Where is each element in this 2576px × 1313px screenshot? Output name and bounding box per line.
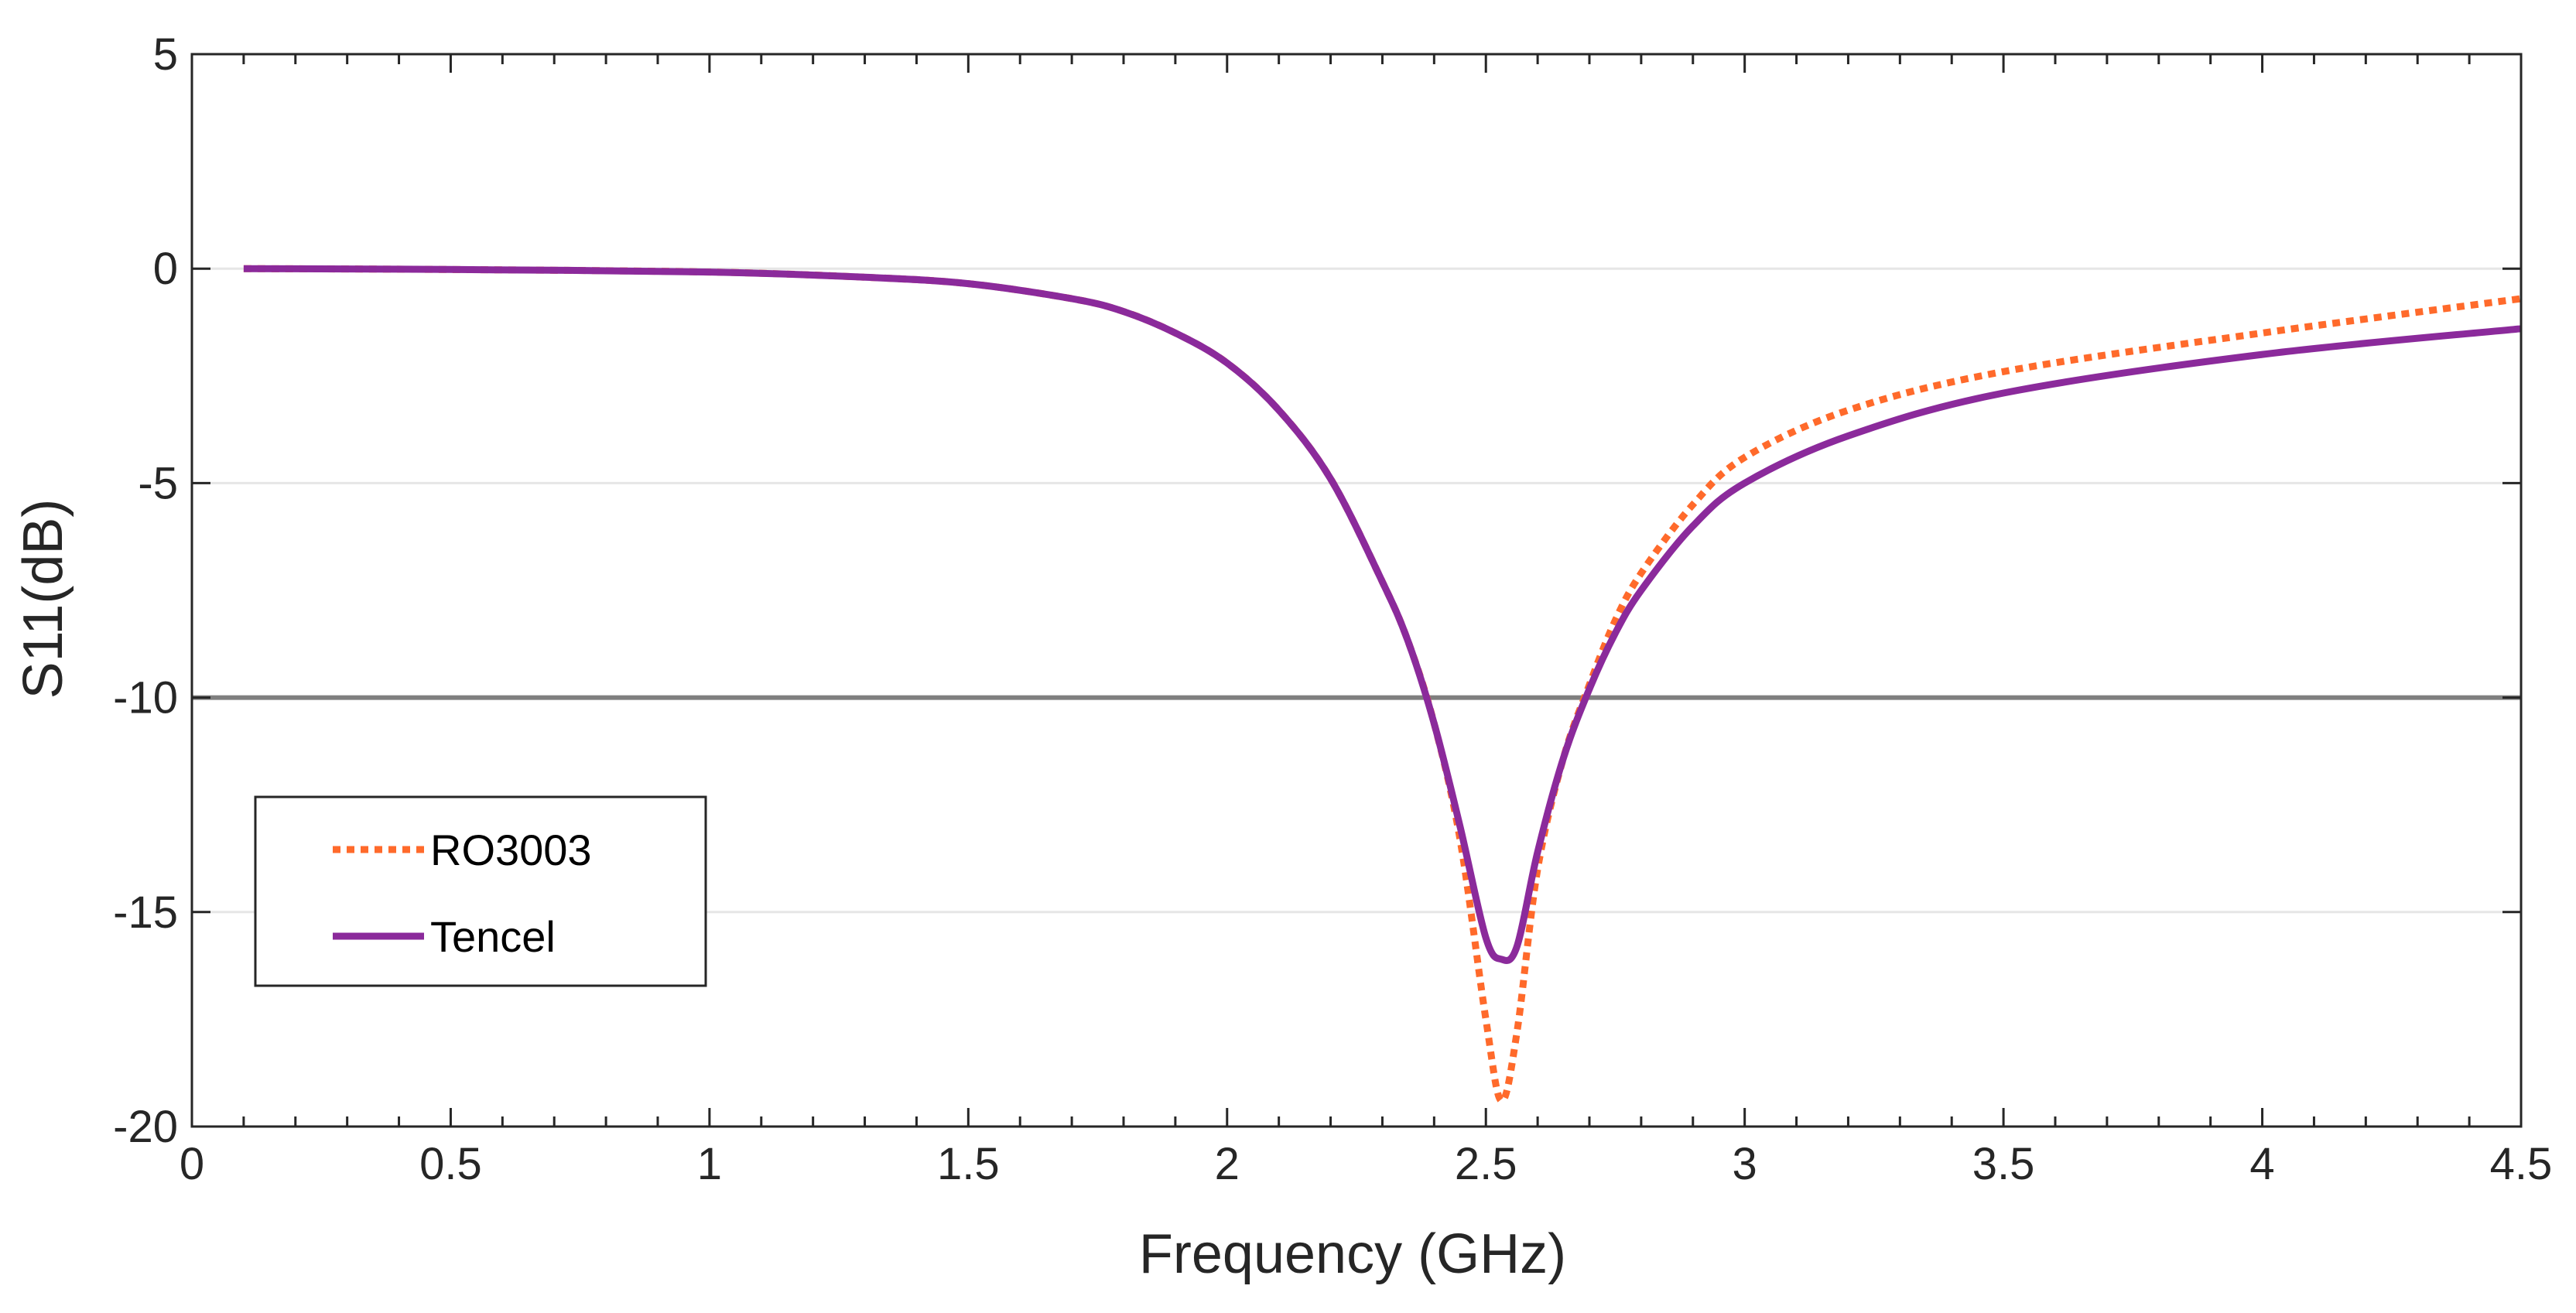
x-tick-label: 2 <box>1215 1139 1240 1189</box>
plot-frame <box>190 53 2523 1128</box>
legend-label-ro3003: RO3003 <box>430 826 592 874</box>
legend-box <box>254 795 707 987</box>
x-tick-label: 0 <box>180 1139 204 1189</box>
y-tick-label: -10 <box>113 673 178 723</box>
y-tick-label: -5 <box>138 458 178 508</box>
legend-label-tencel: Tencel <box>430 912 556 961</box>
y-tick-label: -15 <box>113 887 178 938</box>
y-tick-label: 0 <box>153 244 178 294</box>
x-tick-label: 4.5 <box>2490 1139 2553 1189</box>
x-tick-label: 1.5 <box>937 1139 1000 1189</box>
y-axis-title: S11(dB) <box>12 499 74 699</box>
series-line-ro3003 <box>243 265 2522 1105</box>
y-tick-label: -20 <box>113 1102 178 1152</box>
series-layer <box>243 265 2522 1105</box>
series-line-tencel <box>243 265 2522 964</box>
x-tick-label: 3.5 <box>1972 1139 2035 1189</box>
y-tick-label: 5 <box>153 29 178 80</box>
x-axis-title: Frequency (GHz) <box>1139 1223 1566 1285</box>
x-tick-label: 2.5 <box>1455 1139 1517 1189</box>
x-tick-label: 3 <box>1733 1139 1757 1189</box>
x-tick-label: 0.5 <box>419 1139 482 1189</box>
x-tick-label: 1 <box>697 1139 722 1189</box>
axes-layer: 0 0.5 1 1.5 2 2.5 3 3.5 4 4.5 5 0 -5 -10 -15 -20 <box>113 29 2552 1189</box>
x-tick-label: 4 <box>2249 1139 2274 1189</box>
legend: RO3003 Tencel <box>254 795 707 987</box>
